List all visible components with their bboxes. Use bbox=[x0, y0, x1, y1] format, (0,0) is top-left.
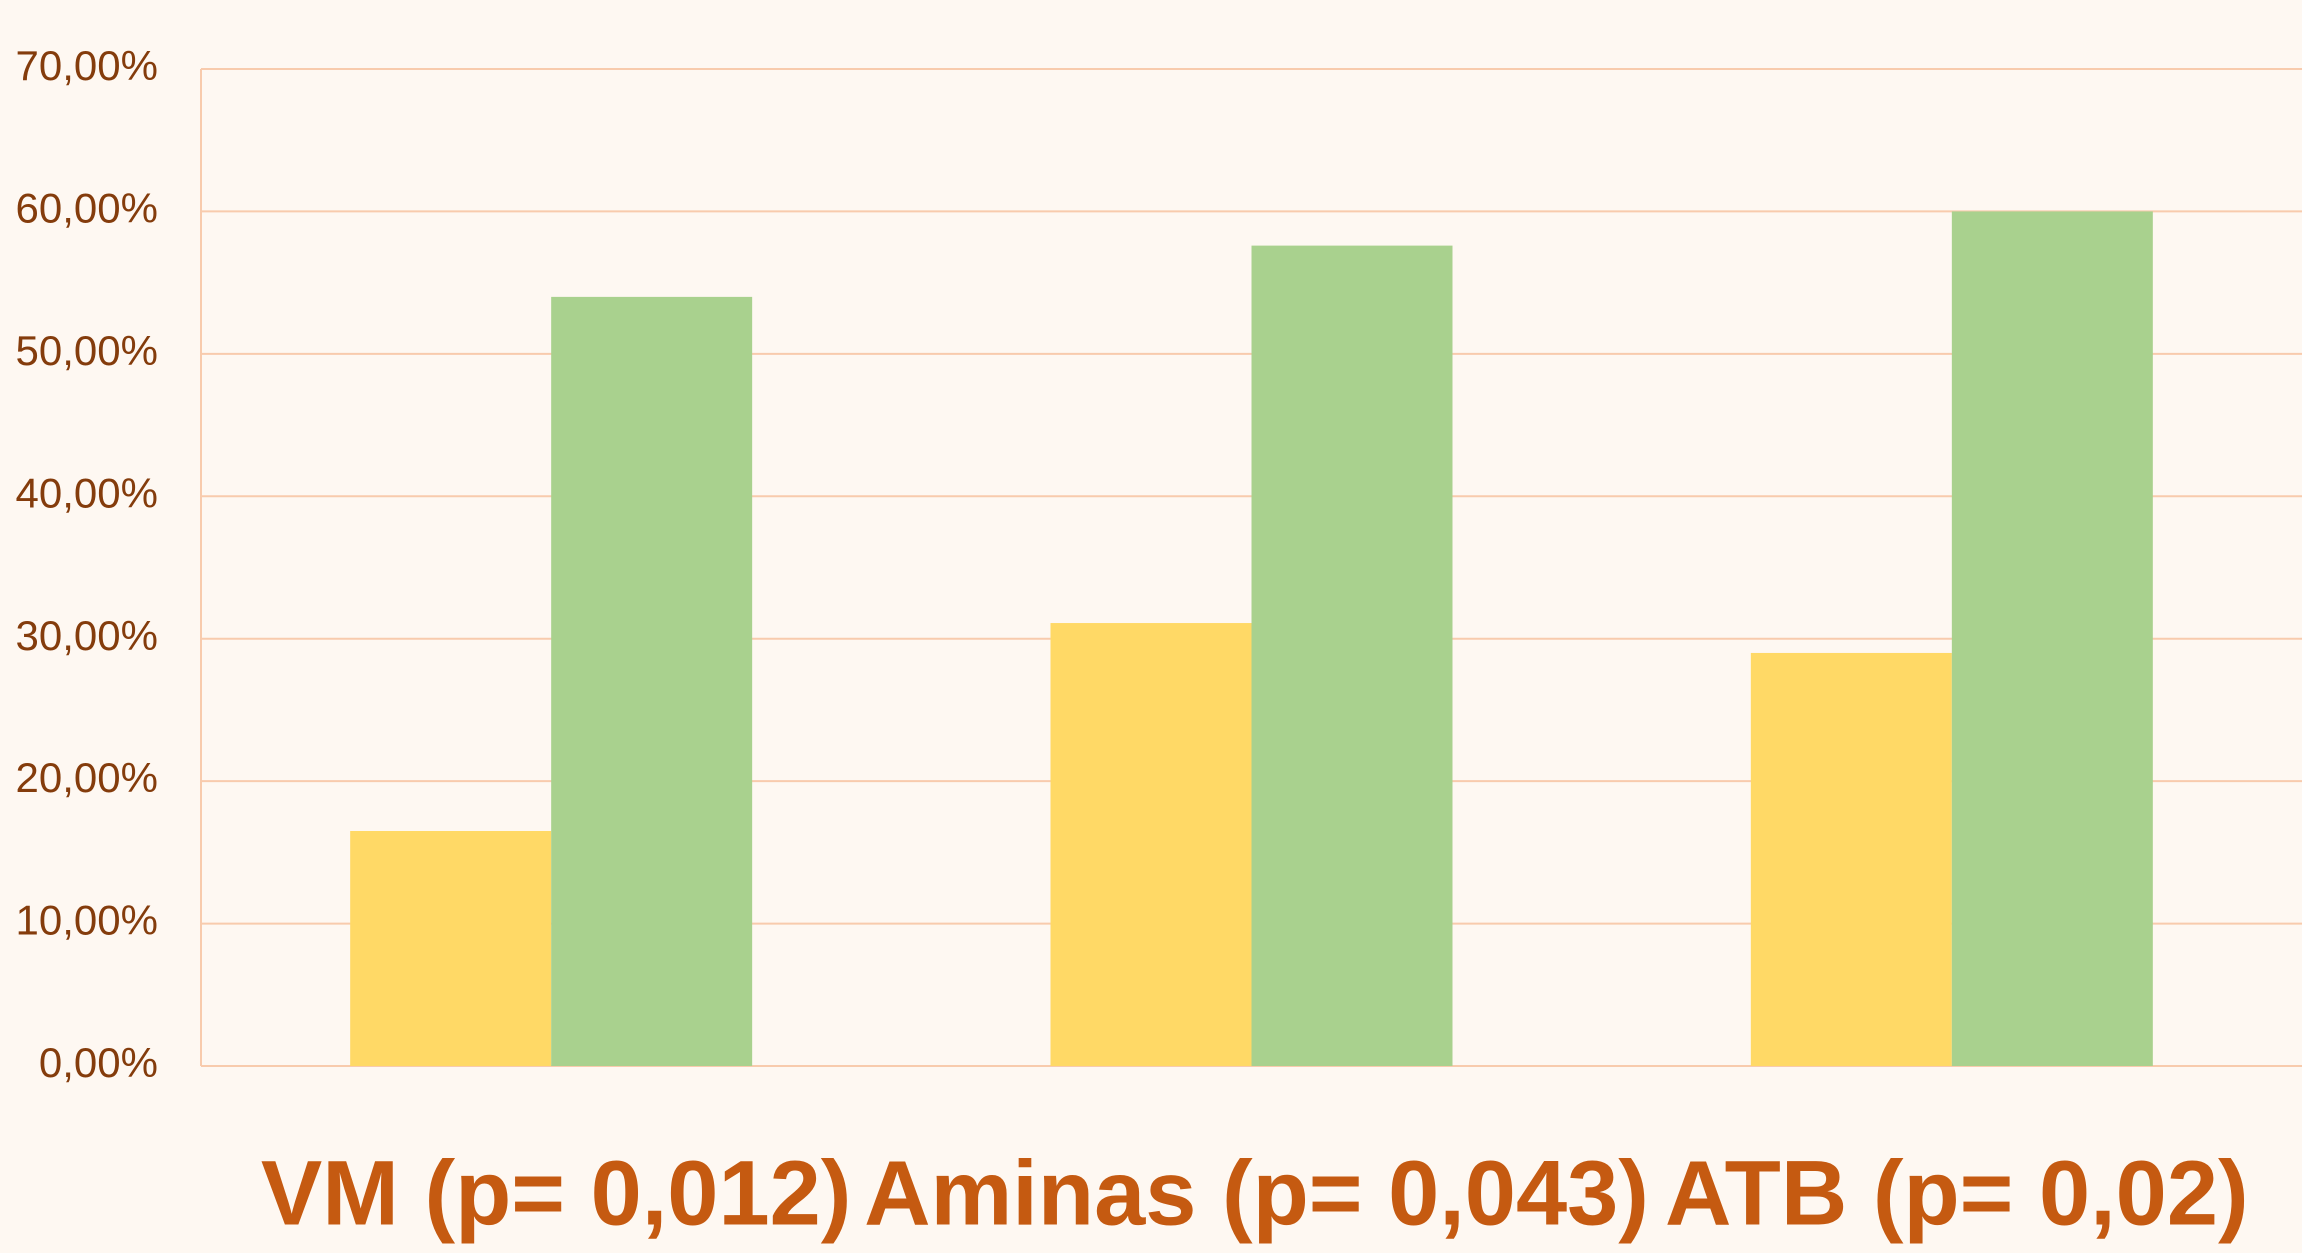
y-tick-label: 0,00% bbox=[39, 1039, 158, 1086]
y-tick-label: 20,00% bbox=[16, 754, 158, 801]
bar bbox=[1251, 245, 1453, 1066]
bar bbox=[1050, 623, 1252, 1066]
y-tick-label: 70,00% bbox=[16, 42, 158, 89]
y-tick-label: 60,00% bbox=[16, 185, 158, 232]
y-tick-label: 10,00% bbox=[16, 897, 158, 944]
x-tick-label: Aminas (p= 0,043) bbox=[864, 1142, 1649, 1244]
y-tick-label: 50,00% bbox=[16, 327, 158, 374]
x-tick-label: ATB (p= 0,02) bbox=[1665, 1142, 2249, 1244]
x-tick-label: VM (p= 0,012) bbox=[261, 1142, 852, 1244]
bar bbox=[1750, 652, 1952, 1066]
y-tick-label: 30,00% bbox=[16, 612, 158, 659]
y-tick-label: 40,00% bbox=[16, 469, 158, 516]
bar bbox=[551, 296, 753, 1066]
bar bbox=[350, 830, 552, 1066]
bar bbox=[1951, 211, 2153, 1066]
